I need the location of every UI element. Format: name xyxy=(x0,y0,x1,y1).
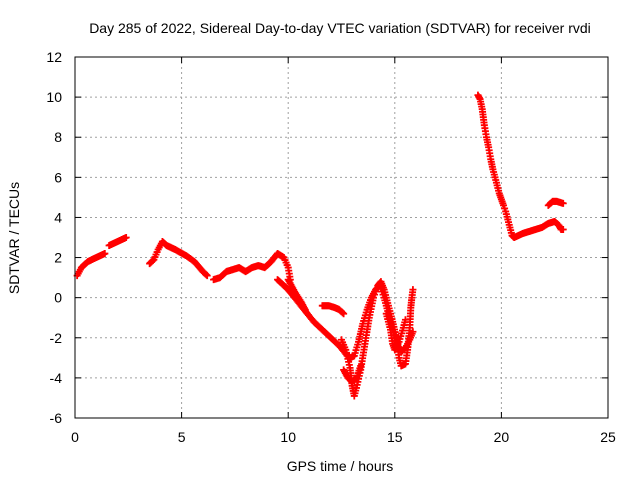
plot-frame xyxy=(74,56,609,419)
axis-ticks: 0 5 10 15 20 25 -6 -4 -2 0 2 4 6 8 10 12 xyxy=(46,49,616,445)
y-tick-label: 6 xyxy=(54,169,62,185)
y-tick-label: 12 xyxy=(46,49,62,65)
data-point xyxy=(340,310,348,318)
x-tick-label: 15 xyxy=(387,429,403,445)
x-tick-label: 20 xyxy=(494,429,510,445)
data-point xyxy=(401,316,409,324)
x-tick-label: 10 xyxy=(280,429,296,445)
x-tick-label: 5 xyxy=(178,429,186,445)
y-tick-label: 4 xyxy=(54,209,62,225)
y-tick-label: 2 xyxy=(54,250,62,266)
chart-title: Day 285 of 2022, Sidereal Day-to-day VTE… xyxy=(89,20,591,36)
y-tick-label: 10 xyxy=(46,89,62,105)
data-point xyxy=(122,234,130,241)
y-tick-label: -2 xyxy=(50,330,63,346)
data-point xyxy=(339,309,347,317)
x-tick-label: 25 xyxy=(600,429,616,445)
y-tick-label: 8 xyxy=(54,129,62,145)
y-tick-label: 0 xyxy=(54,290,62,306)
data-point xyxy=(101,250,109,258)
x-tick-label: 0 xyxy=(71,429,79,445)
data-point xyxy=(559,199,567,207)
data-point xyxy=(203,272,211,280)
y-tick-label: -6 xyxy=(50,410,63,426)
y-tick-label: -4 xyxy=(50,370,63,386)
data-point xyxy=(559,225,567,233)
y-axis-label: SDTVAR / TECUs xyxy=(6,182,22,294)
data-point xyxy=(409,286,417,294)
x-axis-label: GPS time / hours xyxy=(287,458,394,474)
data-point xyxy=(301,306,309,314)
data-point xyxy=(357,362,365,370)
data-series-sdtvar xyxy=(73,91,567,400)
data-point xyxy=(409,328,417,336)
grid-lines xyxy=(75,57,608,418)
